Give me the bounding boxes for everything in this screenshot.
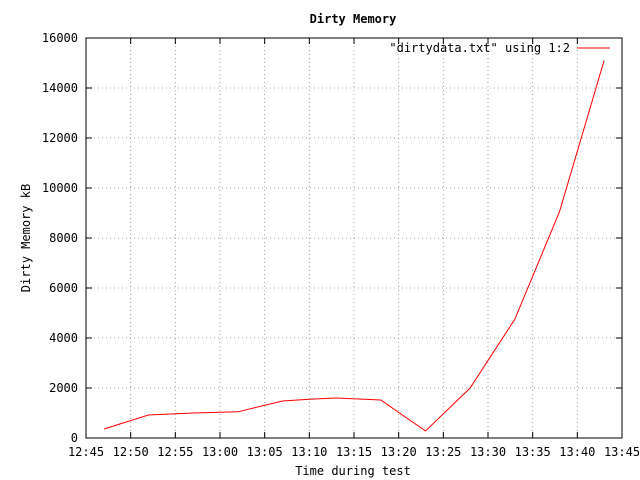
x-tick-label: 13:00 (202, 445, 238, 459)
y-tick-label: 12000 (42, 131, 78, 145)
y-tick-label: 6000 (49, 281, 78, 295)
y-tick-label: 8000 (49, 231, 78, 245)
x-tick-label: 13:10 (291, 445, 327, 459)
x-tick-label: 13:20 (381, 445, 417, 459)
x-tick-label: 13:15 (336, 445, 372, 459)
y-tick-label: 0 (71, 431, 78, 445)
x-tick-label: 12:45 (68, 445, 104, 459)
x-tick-label: 13:05 (247, 445, 283, 459)
x-tick-label: 12:55 (157, 445, 193, 459)
x-tick-label: 12:50 (113, 445, 149, 459)
series-layer (103, 60, 605, 432)
grid-layer (86, 38, 622, 438)
x-axis-label: Time during test (295, 464, 411, 478)
legend: "dirtydata.txt" using 1:2 (389, 41, 610, 55)
legend-label: "dirtydata.txt" using 1:2 (389, 41, 570, 55)
y-tick-label: 2000 (49, 381, 78, 395)
x-tick-label: 13:45 (604, 445, 640, 459)
y-tick-label: 14000 (42, 81, 78, 95)
ticks-layer: 12:45 12:50 12:55 13:00 13:05 13:10 13:15 13:20… (42, 31, 640, 459)
y-axis-label: Dirty Memory kB (19, 184, 33, 292)
x-tick-label: 13:35 (515, 445, 551, 459)
x-tick-label: 13:30 (470, 445, 506, 459)
x-tick-label: 13:40 (559, 445, 595, 459)
y-tick-label: 16000 (42, 31, 78, 45)
x-tick-label: 13:25 (425, 445, 461, 459)
y-tick-label: 4000 (49, 331, 78, 345)
series-line (103, 60, 605, 432)
chart-title: Dirty Memory (310, 12, 397, 26)
y-tick-label: 10000 (42, 181, 78, 195)
